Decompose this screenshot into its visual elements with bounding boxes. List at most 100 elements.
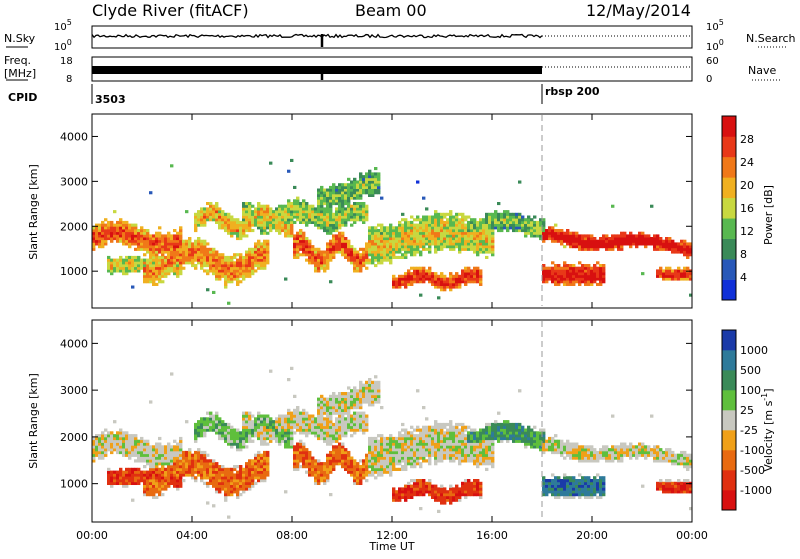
velocity-cell: [410, 440, 413, 443]
power-cell: [248, 272, 251, 275]
power-cell: [230, 264, 233, 267]
power-cell: [569, 278, 572, 281]
power-cell: [389, 251, 392, 254]
power-cell: [263, 216, 266, 219]
power-cell: [224, 278, 227, 281]
power-cell: [152, 253, 155, 256]
power-cell: [221, 253, 224, 256]
power-cell: [377, 229, 380, 232]
velocity-cell: [194, 454, 197, 457]
power-cell: [230, 232, 233, 235]
velocity-cell: [332, 406, 335, 409]
velocity-cell: [125, 454, 128, 457]
power-cell: [470, 229, 473, 232]
power-cell: [332, 191, 335, 194]
power-cell: [311, 245, 314, 248]
power-cell: [434, 242, 437, 245]
velocity-cell: [416, 457, 419, 460]
velocity-cell: [326, 459, 329, 462]
power-cell: [218, 253, 221, 256]
velocity-cell: [326, 398, 329, 401]
power-cell: [326, 210, 329, 213]
power-cell: [674, 248, 677, 251]
velocity-cell: [305, 429, 308, 432]
power-cell: [578, 278, 581, 281]
velocity-cell: [308, 471, 311, 474]
power-cell: [161, 267, 164, 270]
power-cell: [629, 245, 632, 248]
power-cell: [467, 242, 470, 245]
power-colorbar-swatch: [722, 218, 736, 239]
velocity-cell: [365, 398, 368, 401]
power-cell: [365, 248, 368, 251]
velocity-cell: [251, 473, 254, 476]
velocity-cell: [395, 462, 398, 465]
power-cell: [443, 226, 446, 229]
power-cell: [206, 251, 209, 254]
velocity-cell: [410, 431, 413, 434]
velocity-cell: [158, 471, 161, 474]
power-cell: [659, 275, 662, 278]
velocity-cell: [314, 473, 317, 476]
power-cell: [563, 275, 566, 278]
velocity-cell: [338, 462, 341, 465]
velocity-cell: [248, 459, 251, 462]
power-cell: [182, 256, 185, 259]
velocity-cell: [389, 434, 392, 437]
power-cell: [365, 261, 368, 264]
velocity-cell: [284, 420, 287, 423]
power-cell: [527, 216, 530, 219]
power-cell: [335, 240, 338, 243]
velocity-cell: [146, 448, 149, 451]
power-cell: [284, 226, 287, 229]
velocity-cell: [176, 448, 179, 451]
power-cell: [98, 226, 101, 229]
velocity-cell: [338, 412, 341, 415]
velocity-cell: [266, 443, 269, 446]
power-cell: [233, 226, 236, 229]
velocity-cell: [158, 479, 161, 482]
power-cell: [461, 234, 464, 237]
velocity-cell: [362, 395, 365, 398]
velocity-cell: [293, 465, 296, 468]
power-cell: [353, 264, 356, 267]
power-cell: [494, 213, 497, 216]
velocity-cell: [257, 479, 260, 482]
velocity-cell: [215, 462, 218, 465]
power-cell: [620, 242, 623, 245]
power-cell: [194, 213, 197, 216]
power-cell: [341, 202, 344, 205]
velocity-cell: [164, 482, 167, 485]
velocity-cell: [242, 420, 245, 423]
velocity-cell: [158, 437, 161, 440]
velocity-cell: [143, 440, 146, 443]
power-cell: [131, 264, 134, 267]
velocity-cell: [146, 471, 149, 474]
power-cell: [167, 253, 170, 256]
power-cell: [398, 280, 401, 283]
power-cell: [488, 226, 491, 229]
power-cell: [128, 264, 131, 267]
velocity-cell: [233, 487, 236, 490]
power-cell: [353, 221, 356, 224]
velocity-cell: [320, 423, 323, 426]
power-cell: [344, 194, 347, 197]
velocity-cell: [107, 479, 110, 482]
power-cell: [335, 197, 338, 200]
power-cell: [176, 272, 179, 275]
power-cell: [167, 269, 170, 272]
velocity-cell: [362, 431, 365, 434]
power-cell: [131, 267, 134, 270]
velocity-cell: [284, 445, 287, 448]
power-cell: [107, 229, 110, 232]
velocity-cell: [308, 420, 311, 423]
velocity-cell: [128, 471, 131, 474]
power-cell: [470, 280, 473, 283]
power-cell: [140, 245, 143, 248]
freq-tick-top: 18: [60, 56, 73, 67]
power-cell: [308, 207, 311, 210]
power-cell: [368, 191, 371, 194]
power-cell: [425, 269, 428, 272]
velocity-cell: [416, 487, 419, 490]
power-cell: [230, 221, 233, 224]
